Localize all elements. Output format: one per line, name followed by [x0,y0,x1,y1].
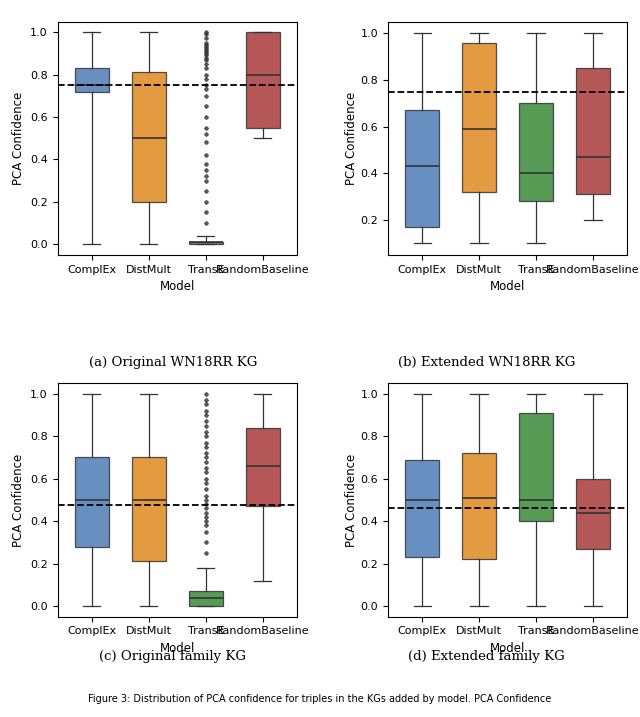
Y-axis label: PCA Confidence: PCA Confidence [12,453,24,546]
PathPatch shape [462,453,496,559]
PathPatch shape [75,457,109,546]
Text: (d) Extended family KG: (d) Extended family KG [408,650,564,663]
PathPatch shape [576,479,610,549]
Text: (b) Extended WN18RR KG: (b) Extended WN18RR KG [397,356,575,369]
Y-axis label: PCA Confidence: PCA Confidence [344,453,358,546]
PathPatch shape [246,428,280,506]
Y-axis label: PCA Confidence: PCA Confidence [344,92,358,185]
X-axis label: Model: Model [159,280,195,293]
Text: (a) Original WN18RR KG: (a) Original WN18RR KG [88,356,257,369]
PathPatch shape [405,460,439,557]
PathPatch shape [132,457,166,561]
PathPatch shape [189,591,223,606]
PathPatch shape [132,72,166,202]
PathPatch shape [576,68,610,194]
PathPatch shape [519,103,553,201]
X-axis label: Model: Model [490,280,525,293]
X-axis label: Model: Model [159,642,195,655]
PathPatch shape [405,110,439,227]
Text: Figure 3: Distribution of PCA confidence for triples in the KGs added by model. : Figure 3: Distribution of PCA confidence… [88,694,552,704]
PathPatch shape [189,242,223,244]
PathPatch shape [75,68,109,92]
X-axis label: Model: Model [490,642,525,655]
Text: (c) Original family KG: (c) Original family KG [99,650,246,663]
PathPatch shape [246,32,280,128]
PathPatch shape [462,42,496,192]
PathPatch shape [519,413,553,521]
Y-axis label: PCA Confidence: PCA Confidence [12,92,24,185]
